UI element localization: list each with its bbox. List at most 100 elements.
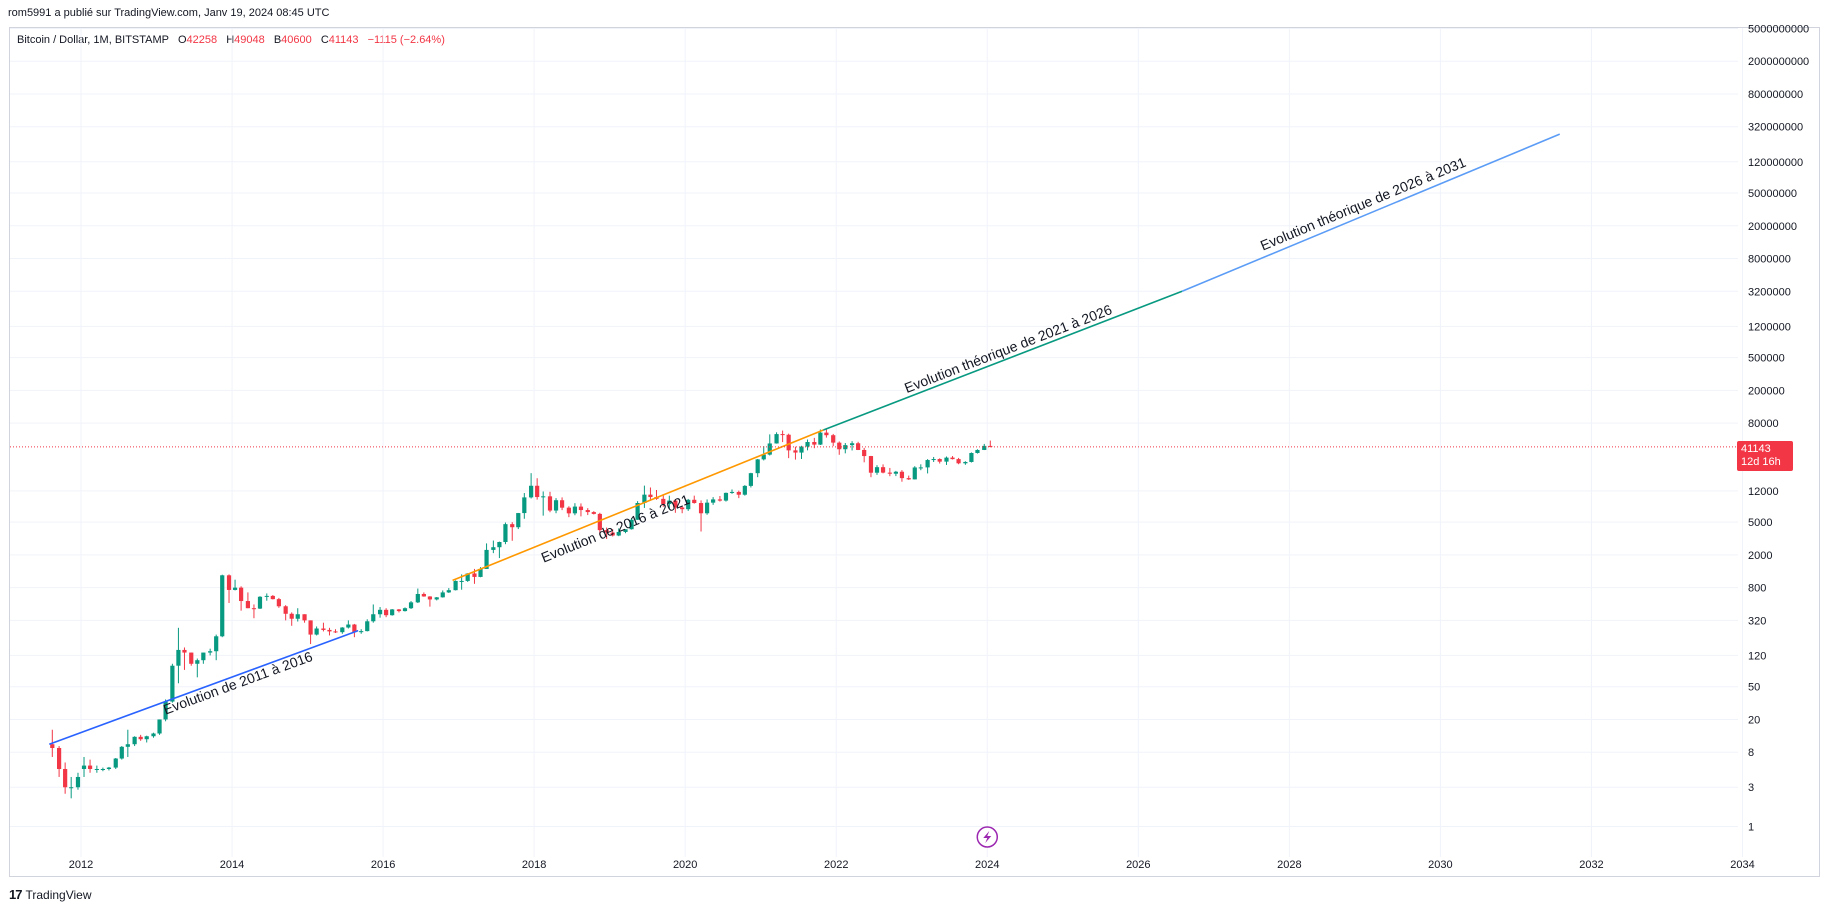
candle-body xyxy=(667,500,672,505)
candle xyxy=(849,441,855,451)
y-tick-label: 8000000 xyxy=(1748,254,1791,266)
candle xyxy=(421,592,426,597)
y-tick-label: 1200000 xyxy=(1748,321,1791,333)
candle-body xyxy=(308,620,313,635)
tradingview-logo-icon: 17 xyxy=(9,887,23,902)
candle xyxy=(359,629,364,634)
candle xyxy=(516,512,521,530)
candle-body xyxy=(799,446,804,453)
candle xyxy=(597,512,602,535)
candle-body xyxy=(87,765,93,769)
lightning-bolt-icon[interactable] xyxy=(976,826,999,848)
candle xyxy=(742,485,747,496)
candle-body xyxy=(717,499,723,501)
candle xyxy=(805,439,810,451)
candle-body xyxy=(100,768,106,770)
candle-body xyxy=(862,449,867,457)
y-tick-label: 1 xyxy=(1748,822,1754,834)
y-tick-label: 50000000 xyxy=(1748,188,1797,200)
candle xyxy=(232,579,238,591)
candle-body xyxy=(887,472,892,474)
lightning-bolt-icon-glyph xyxy=(983,831,992,843)
candle-body xyxy=(559,500,565,508)
candle-body xyxy=(125,744,130,747)
candle-body xyxy=(251,608,257,610)
candle xyxy=(963,461,968,465)
candle xyxy=(106,766,112,771)
candle xyxy=(956,457,961,465)
y-tick-label: 3200000 xyxy=(1748,286,1791,298)
candle-body xyxy=(818,432,823,445)
candle-body xyxy=(390,609,395,616)
candle xyxy=(195,658,200,678)
x-tick-label: 2012 xyxy=(69,859,93,871)
candle-body xyxy=(402,608,408,612)
high-value: 49048 xyxy=(234,34,265,46)
candle-body xyxy=(289,613,294,619)
symbol-name: Bitcoin / Dollar, 1M, BITSTAMP xyxy=(17,34,169,46)
candle-body xyxy=(673,500,678,508)
candle xyxy=(276,597,281,608)
candle-body xyxy=(302,614,307,621)
y-tick-label: 320 xyxy=(1748,615,1766,627)
candle xyxy=(257,596,263,610)
close-label: C xyxy=(320,34,329,46)
candle-body xyxy=(245,601,251,609)
candle xyxy=(831,433,836,447)
candle xyxy=(453,580,458,591)
candle-body xyxy=(321,628,326,630)
y-tick-label: 800000000 xyxy=(1748,89,1803,101)
candle xyxy=(711,497,716,505)
candle-body xyxy=(333,631,338,633)
candle xyxy=(56,746,62,777)
candle xyxy=(559,497,565,511)
candle-body xyxy=(377,609,383,615)
candle xyxy=(843,443,848,454)
candle xyxy=(503,522,508,545)
candle-body xyxy=(239,587,244,602)
candle-body xyxy=(963,461,968,464)
candle xyxy=(365,619,370,632)
candle-body xyxy=(856,443,861,450)
candle xyxy=(604,527,609,540)
candle xyxy=(497,541,502,559)
candle xyxy=(698,500,704,532)
chart-frame[interactable] xyxy=(9,27,1820,877)
candle xyxy=(314,626,319,636)
candle xyxy=(918,464,923,471)
candle xyxy=(226,574,232,604)
candle xyxy=(510,522,515,541)
y-tick-label: 20000000 xyxy=(1748,221,1797,233)
y-tick-label: 200000 xyxy=(1748,385,1785,397)
candle xyxy=(616,528,621,537)
candle xyxy=(75,772,81,790)
low-value: 40600 xyxy=(281,34,312,46)
candle xyxy=(100,767,106,772)
candle-body xyxy=(453,580,458,591)
candle-body xyxy=(553,500,559,511)
candle xyxy=(982,443,987,451)
candle-body xyxy=(132,736,137,745)
candle-body xyxy=(698,503,704,514)
candle xyxy=(535,478,540,500)
candle xyxy=(408,601,414,610)
candle xyxy=(295,608,300,622)
candle xyxy=(289,612,294,626)
candle-body xyxy=(711,499,716,503)
candle-body xyxy=(755,459,760,474)
candle-body xyxy=(472,573,477,577)
candle-body xyxy=(635,502,640,520)
candle xyxy=(969,452,974,463)
candle xyxy=(390,609,395,616)
candle-body xyxy=(232,587,238,590)
symbol-legend: Bitcoin / Dollar, 1M, BITSTAMP O42258 H4… xyxy=(17,34,445,46)
candle xyxy=(427,596,433,607)
candle-body xyxy=(956,459,961,464)
candle xyxy=(371,604,376,623)
candle xyxy=(87,759,93,773)
y-tick-label: 120 xyxy=(1748,650,1766,662)
tradingview-logo[interactable]: 17 TradingView xyxy=(9,887,92,902)
candle-body xyxy=(566,507,571,514)
candle xyxy=(736,490,741,499)
